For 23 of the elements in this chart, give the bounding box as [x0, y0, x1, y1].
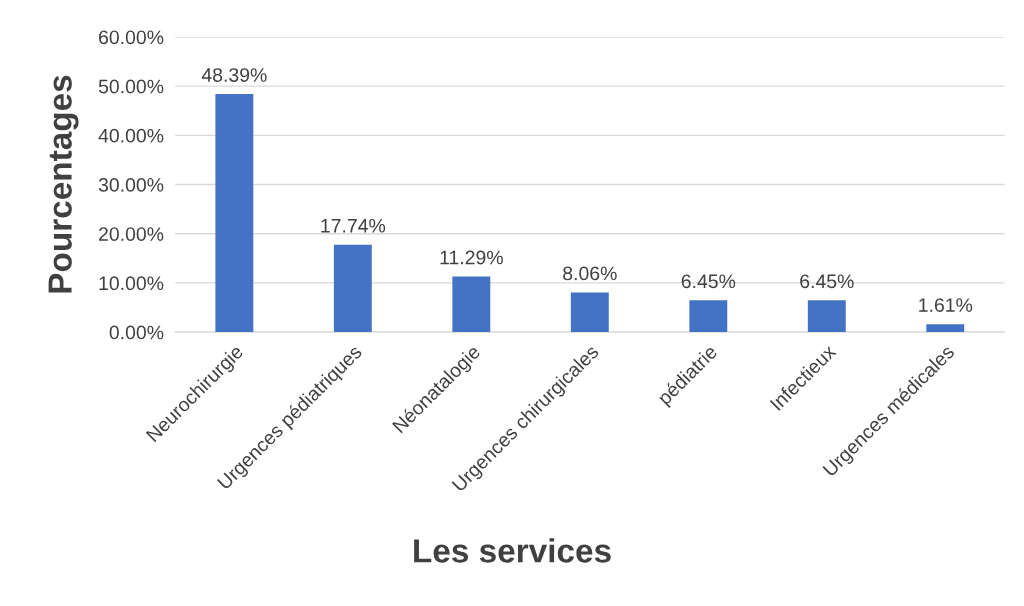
bar [689, 300, 728, 333]
data-label: 6.45% [800, 274, 854, 289]
bar [215, 94, 254, 333]
data-label: 17.74% [321, 218, 386, 233]
bar [452, 276, 491, 333]
data-label: 48.39% [201, 68, 267, 82]
y-axis-title: Pourcentages [48, 75, 79, 293]
data-label: 6.45% [681, 274, 736, 289]
data-label: 11.29% [440, 250, 503, 265]
data-label: 1.61% [919, 298, 973, 312]
y-tick-label: 50.00% [98, 79, 164, 94]
y-tick-label: 60.00% [99, 30, 164, 45]
y-tick-label: 30.00% [98, 177, 164, 192]
y-tick-label: 20.00% [99, 227, 164, 241]
y-tick-label: 10.00% [99, 276, 164, 291]
bar [570, 292, 609, 333]
bar [333, 244, 372, 333]
y-tick-label: 40.00% [98, 128, 164, 143]
bar [926, 324, 965, 333]
x-axis-title: Les services [414, 538, 611, 563]
bar [807, 300, 846, 333]
data-label: 8.06% [563, 266, 617, 281]
y-tick-label: 0.00% [109, 325, 164, 340]
